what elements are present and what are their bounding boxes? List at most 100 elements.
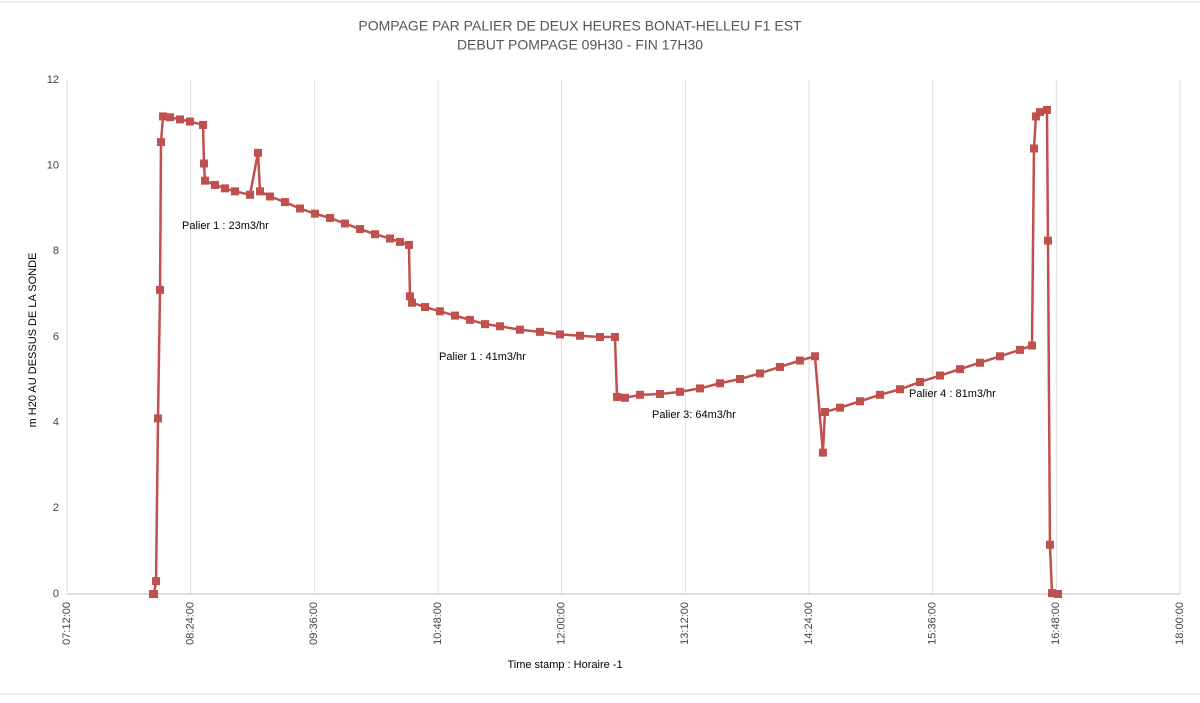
x-tick-label: 14:24:00	[803, 602, 815, 645]
data-point	[1045, 540, 1054, 549]
data-point	[1043, 236, 1052, 245]
data-line	[152, 108, 1059, 596]
x-tick-label: 10:48:00	[432, 602, 444, 645]
data-point	[1053, 590, 1062, 598]
data-point	[975, 358, 984, 367]
data-point	[355, 225, 364, 234]
x-tick-label: 16:48:00	[1050, 602, 1062, 645]
data-point	[340, 219, 349, 228]
x-tick-label: 18:00:00	[1174, 602, 1186, 645]
data-point	[404, 240, 413, 249]
data-point	[755, 369, 764, 378]
data-point	[655, 389, 664, 398]
data-point	[536, 327, 545, 336]
y-tick-label: 2	[53, 502, 59, 514]
x-tick-label: 09:36:00	[308, 602, 320, 645]
data-point	[620, 393, 629, 402]
data-point	[149, 590, 158, 598]
data-point	[220, 184, 229, 193]
data-point	[995, 352, 1004, 361]
data-point	[820, 407, 829, 416]
data-point	[480, 320, 489, 329]
data-point	[1048, 589, 1057, 598]
data-point	[735, 374, 744, 383]
data-point	[159, 112, 168, 121]
data-point	[408, 298, 417, 307]
data-point	[876, 390, 885, 399]
data-point	[1029, 144, 1038, 153]
annotation: Palier 3: 64m3/hr	[652, 409, 736, 421]
x-axis-label: Time stamp : Horaire -1	[507, 659, 622, 671]
data-point	[675, 387, 684, 396]
data-point	[576, 331, 585, 340]
data-point	[256, 187, 265, 196]
data-point	[613, 392, 622, 401]
data-point	[156, 285, 165, 294]
annotation: Palier 1 : 41m3/hr	[439, 351, 526, 363]
data-point	[1042, 105, 1051, 114]
data-point	[405, 292, 414, 301]
data-point	[915, 377, 924, 386]
x-tick-label: 07:12:00	[61, 602, 73, 645]
y-tick-label: 8	[53, 245, 59, 257]
data-point	[185, 117, 194, 126]
data-point	[199, 120, 208, 129]
data-point	[810, 352, 819, 361]
y-tick-label: 4	[53, 417, 59, 429]
data-point	[280, 198, 289, 207]
data-point	[556, 330, 565, 339]
data-point	[856, 397, 865, 406]
data-point	[465, 315, 474, 324]
data-point	[153, 414, 162, 423]
data-point	[200, 176, 209, 185]
data-point	[395, 237, 404, 246]
x-tick-label: 15:36:00	[927, 602, 939, 645]
x-tick-label: 08:24:00	[185, 602, 197, 645]
data-point	[935, 371, 944, 380]
y-tick-label: 12	[47, 74, 59, 86]
data-point	[596, 333, 605, 341]
data-point	[310, 209, 319, 218]
y-tick-label: 0	[53, 588, 59, 600]
annotation: Palier 1 : 23m3/hr	[182, 220, 269, 232]
data-point	[1015, 345, 1024, 354]
data-point	[210, 180, 219, 189]
data-point	[435, 307, 444, 316]
y-tick-label: 6	[53, 331, 59, 343]
data-point	[230, 187, 239, 196]
data-point	[385, 234, 394, 243]
data-point	[152, 577, 161, 586]
x-tick-label: 12:00:00	[556, 602, 568, 645]
data-point	[836, 403, 845, 412]
data-point	[495, 322, 504, 331]
data-point	[165, 113, 174, 122]
data-point	[955, 365, 964, 374]
data-point	[199, 159, 208, 168]
data-point	[421, 303, 430, 312]
chart-subtitle: DEBUT POMPAGE 09H30 - FIN 17H30	[457, 37, 703, 53]
data-point	[246, 190, 255, 199]
data-point	[296, 204, 305, 213]
data-point	[1028, 341, 1037, 350]
y-axis-label: m H20 AU DESSUS DE LA SONDE	[27, 253, 39, 428]
data-point	[266, 192, 275, 201]
data-point	[156, 138, 165, 147]
data-point	[610, 333, 619, 341]
data-point	[515, 325, 524, 334]
data-point	[775, 362, 784, 371]
y-tick-label: 10	[47, 160, 59, 172]
x-tick-label: 13:12:00	[679, 602, 691, 645]
data-point	[695, 384, 704, 393]
data-point	[253, 148, 262, 157]
chart-title: POMPAGE PAR PALIER DE DEUX HEURES BONAT-…	[358, 18, 802, 34]
data-point	[325, 213, 334, 222]
data-point	[1035, 108, 1044, 117]
annotation: Palier 4 : 81m3/hr	[909, 388, 996, 400]
data-point	[635, 390, 644, 399]
data-point	[795, 356, 804, 365]
data-point	[895, 385, 904, 394]
data-point	[175, 115, 184, 124]
data-point	[1031, 112, 1040, 121]
